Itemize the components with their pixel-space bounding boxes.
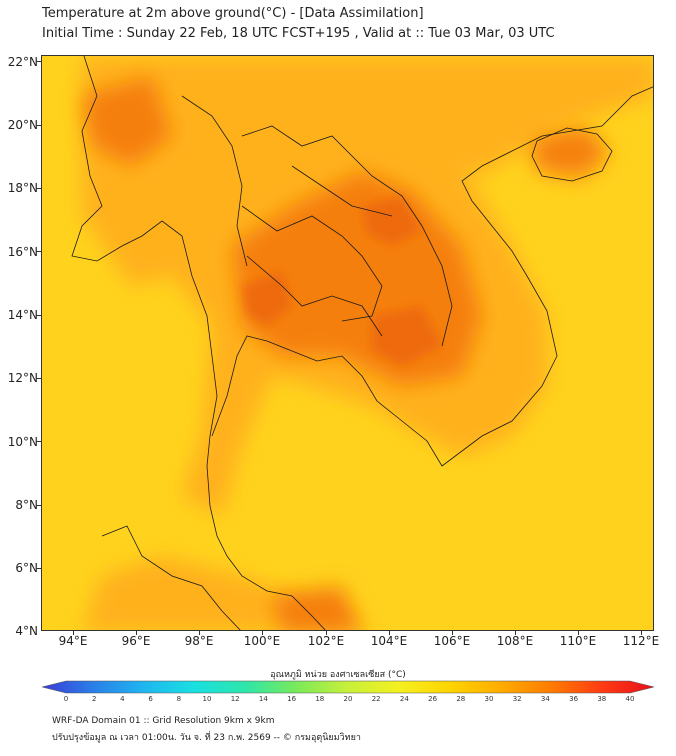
lon-tick bbox=[262, 631, 263, 635]
colorbar-tick-label: 20 bbox=[343, 695, 353, 703]
colorbar-tick-label: 30 bbox=[484, 695, 494, 703]
colorbar-tick-label: 40 bbox=[625, 695, 635, 703]
lat-label-6: 6°N bbox=[15, 561, 38, 575]
lon-label-108: 108°E bbox=[496, 634, 534, 648]
lon-tick bbox=[389, 631, 390, 635]
lon-tick bbox=[578, 631, 579, 635]
map-title: Temperature at 2m above ground(°C) - [Da… bbox=[42, 6, 424, 21]
lat-tick bbox=[36, 505, 41, 506]
lat-tick bbox=[36, 188, 41, 189]
colorbar-title: อุณหภูมิ หน่วย องศาเซลเซียส (°C) bbox=[270, 670, 406, 680]
lon-label-96: 96°E bbox=[121, 634, 151, 648]
colorbar-tick-label: 8 bbox=[176, 695, 182, 703]
footer-model-info: WRF-DA Domain 01 :: Grid Resolution 9km … bbox=[52, 716, 275, 726]
colorbar bbox=[42, 680, 654, 694]
coastlines-and-borders bbox=[71, 56, 653, 630]
colorbar-tick-label: 36 bbox=[569, 695, 579, 703]
lon-tick bbox=[641, 631, 642, 635]
lon-tick bbox=[515, 631, 516, 635]
land-hottest-field bbox=[242, 196, 442, 366]
lat-tick bbox=[36, 315, 41, 316]
colorbar-tick-label: 34 bbox=[540, 695, 550, 703]
colorbar-tick-label: 2 bbox=[91, 695, 97, 703]
lat-label-12: 12°N bbox=[7, 371, 38, 385]
lon-label-112: 112°E bbox=[622, 634, 660, 648]
lat-tick bbox=[36, 61, 41, 62]
lat-label-20: 20°N bbox=[7, 118, 38, 132]
colorbar-tick-label: 12 bbox=[230, 695, 240, 703]
lat-tick bbox=[36, 378, 41, 379]
lon-label-104: 104°E bbox=[370, 634, 408, 648]
lat-tick bbox=[36, 568, 41, 569]
colorbar-tick-label: 26 bbox=[428, 695, 438, 703]
colorbar-tick-label: 10 bbox=[202, 695, 212, 703]
lat-tick bbox=[36, 441, 41, 442]
lon-tick bbox=[452, 631, 453, 635]
colorbar-tick-label: 24 bbox=[399, 695, 409, 703]
lon-tick bbox=[326, 631, 327, 635]
footer-update-info: ปรับปรุงข้อมูล ณ เวลา 01:00น. วัน จ. ที่… bbox=[52, 733, 361, 743]
map-subtitle: Initial Time : Sunday 22 Feb, 18 UTC FCS… bbox=[42, 26, 555, 41]
temperature-field bbox=[42, 56, 653, 630]
lat-label-22: 22°N bbox=[7, 55, 38, 69]
lon-tick bbox=[136, 631, 137, 635]
lat-label-14: 14°N bbox=[7, 308, 38, 322]
colorbar-tick-label: 16 bbox=[287, 695, 297, 703]
colorbar-tick-label: 32 bbox=[512, 695, 522, 703]
colorbar-tick-label: 18 bbox=[315, 695, 325, 703]
lon-label-100: 100°E bbox=[243, 634, 281, 648]
lat-label-10: 10°N bbox=[7, 435, 38, 449]
lon-label-98: 98°E bbox=[184, 634, 214, 648]
lon-label-102: 102°E bbox=[307, 634, 345, 648]
lon-label-94: 94°E bbox=[58, 634, 88, 648]
colorbar-tick-label: 6 bbox=[148, 695, 153, 703]
lat-tick bbox=[36, 125, 41, 126]
lat-label-18: 18°N bbox=[7, 181, 38, 195]
colorbar-tick-label: 38 bbox=[597, 695, 607, 703]
lon-tick bbox=[73, 631, 74, 635]
lat-label-16: 16°N bbox=[7, 245, 38, 259]
lat-label-8: 8°N bbox=[15, 498, 38, 512]
colorbar-tick-label: 14 bbox=[258, 695, 268, 703]
colorbar-tick-label: 4 bbox=[120, 695, 125, 703]
lon-label-106: 106°E bbox=[433, 634, 471, 648]
lon-tick bbox=[199, 631, 200, 635]
lat-tick bbox=[36, 251, 41, 252]
colorbar-fill bbox=[42, 680, 654, 694]
lon-label-110: 110°E bbox=[559, 634, 597, 648]
colorbar-tick-label: 28 bbox=[456, 695, 466, 703]
lat-label-4: 4°N bbox=[15, 624, 38, 638]
colorbar-tick-label: 0 bbox=[63, 695, 69, 703]
colorbar-tick-label: 22 bbox=[371, 695, 381, 703]
temperature-map bbox=[41, 55, 654, 631]
